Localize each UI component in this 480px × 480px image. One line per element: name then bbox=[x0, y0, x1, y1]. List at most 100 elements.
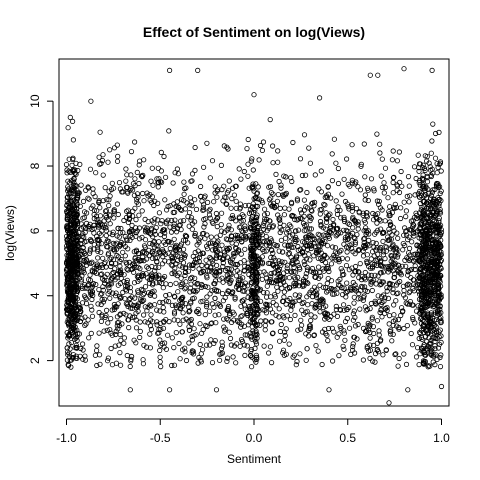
data-point bbox=[125, 282, 131, 288]
data-point bbox=[373, 215, 380, 221]
data-point bbox=[436, 341, 443, 347]
data-point bbox=[104, 197, 110, 203]
data-point bbox=[254, 356, 260, 362]
data-point bbox=[363, 213, 370, 219]
data-point bbox=[114, 142, 120, 148]
data-point bbox=[201, 224, 207, 230]
data-point bbox=[286, 284, 292, 291]
data-point bbox=[437, 295, 443, 301]
data-point bbox=[350, 341, 356, 347]
data-point bbox=[167, 245, 173, 252]
data-point bbox=[65, 321, 72, 327]
data-point bbox=[311, 332, 317, 338]
data-point bbox=[404, 301, 411, 307]
data-point bbox=[220, 263, 226, 270]
data-point bbox=[391, 274, 398, 280]
data-point bbox=[429, 259, 435, 266]
data-point bbox=[242, 332, 248, 338]
data-point bbox=[123, 178, 129, 184]
data-point bbox=[102, 185, 108, 191]
data-point bbox=[172, 217, 178, 223]
data-point bbox=[288, 224, 294, 230]
data-point bbox=[110, 229, 116, 235]
data-point bbox=[186, 340, 192, 346]
data-point bbox=[157, 347, 163, 354]
data-point bbox=[70, 311, 76, 317]
data-point bbox=[65, 352, 71, 358]
data-point bbox=[227, 280, 233, 286]
data-point bbox=[180, 317, 186, 323]
data-point bbox=[333, 303, 339, 309]
data-point bbox=[243, 236, 249, 242]
x-tick-label: 0.0 bbox=[246, 431, 263, 445]
data-point bbox=[193, 206, 200, 212]
data-point bbox=[339, 268, 345, 274]
data-point bbox=[133, 317, 139, 323]
data-point bbox=[74, 270, 80, 276]
data-point bbox=[150, 182, 156, 188]
data-point bbox=[367, 72, 373, 78]
data-point bbox=[74, 201, 80, 208]
data-point bbox=[167, 387, 173, 393]
data-point bbox=[278, 237, 284, 243]
data-point bbox=[141, 312, 147, 318]
data-point bbox=[186, 223, 192, 229]
data-point bbox=[121, 335, 128, 341]
data-point bbox=[201, 207, 207, 213]
data-point bbox=[71, 288, 78, 294]
data-point bbox=[434, 222, 441, 229]
data-point bbox=[336, 256, 342, 263]
data-point bbox=[177, 243, 184, 249]
data-point bbox=[334, 313, 340, 319]
data-point bbox=[244, 146, 250, 152]
data-point bbox=[215, 187, 221, 193]
data-point bbox=[116, 180, 123, 186]
data-point bbox=[236, 224, 242, 230]
data-point bbox=[251, 311, 257, 317]
data-point bbox=[75, 288, 81, 294]
data-point bbox=[276, 258, 282, 264]
data-point bbox=[401, 287, 407, 294]
data-point bbox=[123, 259, 129, 265]
data-point bbox=[254, 303, 260, 309]
data-point bbox=[355, 296, 361, 302]
data-point bbox=[341, 176, 347, 182]
data-point bbox=[228, 215, 234, 222]
data-point bbox=[136, 212, 142, 218]
data-point bbox=[352, 241, 358, 247]
data-point bbox=[210, 261, 216, 267]
data-point bbox=[85, 195, 91, 201]
data-point bbox=[141, 257, 147, 264]
data-point bbox=[437, 272, 443, 278]
data-point bbox=[64, 210, 70, 216]
data-point bbox=[375, 72, 381, 78]
data-point bbox=[137, 265, 143, 272]
data-point bbox=[367, 305, 373, 312]
data-point bbox=[341, 346, 347, 352]
data-point bbox=[117, 349, 123, 356]
data-point bbox=[432, 130, 439, 137]
data-point bbox=[123, 166, 129, 172]
data-point bbox=[431, 334, 437, 340]
data-point bbox=[287, 295, 293, 302]
data-point bbox=[240, 229, 246, 235]
data-point bbox=[96, 264, 102, 270]
data-point bbox=[297, 207, 304, 213]
data-point bbox=[95, 237, 102, 243]
data-point bbox=[125, 190, 131, 196]
data-point bbox=[109, 232, 116, 238]
data-point bbox=[210, 247, 216, 253]
data-point bbox=[382, 218, 388, 224]
data-point bbox=[74, 345, 80, 351]
data-point bbox=[239, 281, 245, 287]
data-point bbox=[134, 191, 141, 197]
data-point bbox=[434, 263, 440, 269]
data-point bbox=[307, 289, 313, 295]
data-point bbox=[194, 281, 200, 287]
data-point bbox=[218, 162, 224, 168]
data-point bbox=[224, 315, 230, 322]
data-point bbox=[68, 294, 74, 300]
data-point bbox=[224, 201, 230, 207]
data-point bbox=[234, 318, 241, 324]
data-point bbox=[189, 337, 195, 343]
